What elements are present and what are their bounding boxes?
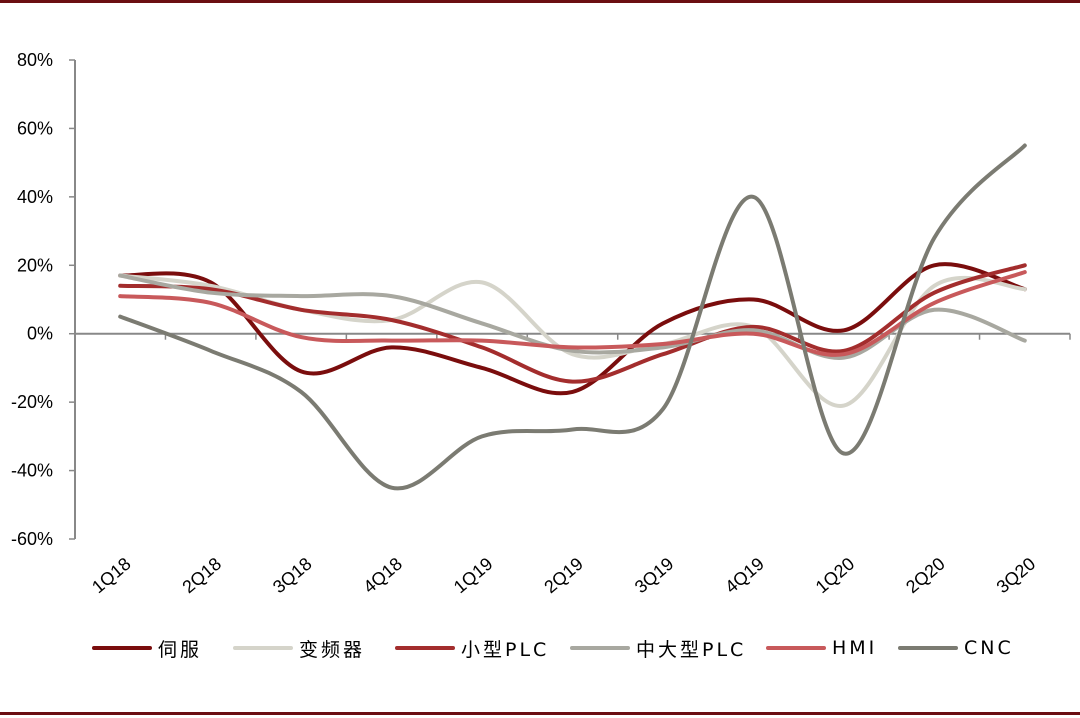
series-line-2 — [118, 263, 1027, 384]
legend-swatch — [395, 646, 455, 650]
y-tick-label: -60% — [11, 529, 53, 549]
y-axis-labels: -60% -40% -20% 0% 20% 40% 60% 80% — [11, 50, 53, 549]
y-tick-label: -20% — [11, 392, 53, 412]
x-tick-label: 2Q18 — [179, 554, 226, 598]
x-tick-label: 2Q19 — [540, 554, 587, 598]
legend-swatch — [898, 646, 958, 650]
bottom-border — [0, 712, 1080, 715]
legend-label: HMI — [832, 637, 878, 659]
series-line-5 — [118, 143, 1027, 491]
x-tick-label: 1Q20 — [812, 554, 859, 598]
x-tick-label: 3Q20 — [993, 554, 1040, 598]
y-tick-label: 20% — [17, 255, 53, 275]
x-tick-label: 1Q18 — [88, 554, 135, 598]
y-tick-label: 80% — [17, 50, 53, 70]
legend-item: 中大型PLC — [570, 628, 746, 668]
legend-item: CNC — [898, 628, 1014, 668]
legend-swatch — [233, 646, 293, 650]
y-tick-label: 60% — [17, 118, 53, 138]
legend-label: 小型PLC — [461, 638, 550, 661]
chart-legend: 伺服 变频器 小型PLC 中大型PLC HMI CNC — [0, 628, 1080, 668]
series-lines — [118, 143, 1027, 491]
legend-item: HMI — [766, 628, 877, 668]
legend-item: 伺服 — [92, 628, 202, 668]
x-tick-label: 3Q18 — [269, 554, 316, 598]
legend-label: 伺服 — [158, 638, 203, 661]
x-tick-label: 2Q20 — [902, 554, 949, 598]
y-tick-label: 40% — [17, 187, 53, 207]
x-axis-labels: 1Q18 2Q18 3Q18 4Q18 1Q19 2Q19 3Q19 4Q19 1Q20 2Q20… — [88, 554, 1039, 598]
top-border — [0, 0, 1080, 3]
legend-item: 变频器 — [233, 628, 365, 668]
series-line-4 — [118, 270, 1027, 357]
x-tick-label: 4Q19 — [721, 554, 768, 598]
y-tick-label: -40% — [11, 461, 53, 481]
legend-label: CNC — [964, 637, 1014, 659]
x-tick-label: 4Q18 — [359, 554, 406, 598]
legend-swatch — [570, 646, 630, 650]
series-line-3 — [118, 273, 1027, 360]
legend-label: 中大型PLC — [636, 638, 747, 661]
legend-item: 小型PLC — [395, 628, 549, 668]
legend-swatch — [92, 646, 152, 650]
x-tick-label: 3Q19 — [631, 554, 678, 598]
x-tick-label: 1Q19 — [450, 554, 497, 598]
y-tick-label: 0% — [27, 324, 53, 344]
legend-swatch — [766, 646, 826, 650]
legend-label: 变频器 — [299, 638, 366, 661]
series-line-0 — [118, 262, 1027, 396]
